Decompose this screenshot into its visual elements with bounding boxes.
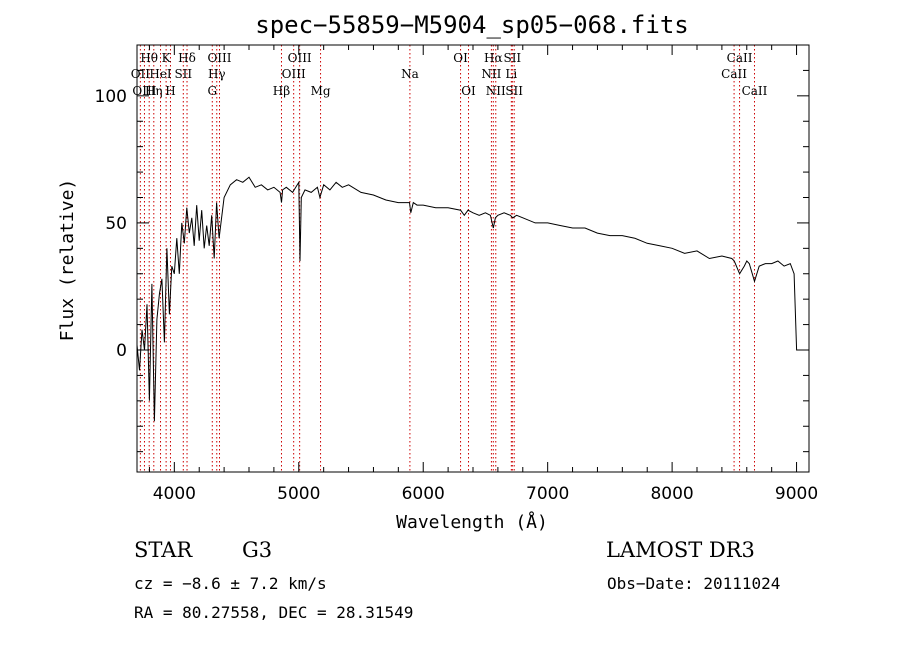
spectral-line-label: CaII <box>727 51 753 65</box>
spectral-line-label: SII <box>505 84 523 98</box>
spectral-line-label: OI <box>453 51 468 65</box>
x-tick-label: 6000 <box>402 484 445 504</box>
survey-name: LAMOST DR3 <box>606 538 755 562</box>
spectral-line-label: Hθ <box>140 51 158 65</box>
spectral-line-label: Hβ <box>273 84 290 98</box>
x-tick-label: 7000 <box>526 484 569 504</box>
chart-title: spec−55859−M5904_sp05−068.fits <box>255 11 688 39</box>
spectral-line-label: H <box>165 84 175 98</box>
spectral-line-label: OIII <box>132 84 156 98</box>
spectral-line-label: SII <box>174 67 192 81</box>
spectral-line-label: OI <box>461 84 476 98</box>
obs-date: Obs−Date: 20111024 <box>607 574 781 593</box>
y-tick-label: 0 <box>116 341 127 361</box>
spectral-line-label: OIII <box>207 51 231 65</box>
y-axis-label: Flux (relative) <box>57 179 78 342</box>
x-axis-label: Wavelength (Å) <box>396 511 548 533</box>
y-tick-label: 100 <box>95 87 127 107</box>
flux-line <box>136 176 798 422</box>
spectral-line-label: HeI <box>149 67 172 81</box>
spectral-line-label: OIII <box>288 51 312 65</box>
object-subclass: G3 <box>242 538 273 562</box>
redshift-line: cz = −8.6 ± 7.2 km/s <box>134 574 327 593</box>
spectral-line-label: OII <box>131 67 151 81</box>
object-class: STAR <box>134 538 193 562</box>
spectral-line-label: Hη <box>145 84 163 98</box>
spectral-line-label: OIII <box>282 67 306 81</box>
y-tick-label: 50 <box>105 214 127 234</box>
y-axis-ticks: 0 50 100 <box>95 44 809 453</box>
x-tick-label: 4000 <box>153 484 196 504</box>
spectral-line-label: CaII <box>721 67 747 81</box>
spectral-line-label: Li <box>505 67 517 81</box>
plot-frame <box>136 44 810 473</box>
x-tick-label: 5000 <box>277 484 320 504</box>
spectral-line-label: K <box>162 51 172 65</box>
x-tick-label: 8000 <box>650 484 693 504</box>
spectral-line-label: SII <box>503 51 521 65</box>
x-axis-ticks: 4000 5000 6000 7000 8000 9000 <box>148 45 818 504</box>
spectral-line-label: Na <box>401 67 419 81</box>
spectral-line-label: Hα <box>484 51 503 65</box>
spectral-line-label: NII <box>481 67 501 81</box>
spectral-line-markers <box>139 45 755 472</box>
spectral-line-label: CaII <box>742 84 768 98</box>
spectral-line-label: Hγ <box>208 67 226 81</box>
spectral-line-label: Hδ <box>178 51 196 65</box>
x-tick-label: 9000 <box>775 484 818 504</box>
flux-series <box>136 176 798 422</box>
spectral-line-label: G <box>207 84 217 98</box>
spectral-line-label: Mg <box>311 84 331 98</box>
coordinates: RA = 80.27558, DEC = 28.31549 <box>134 603 414 622</box>
spectral-line-label: NII <box>486 84 506 98</box>
